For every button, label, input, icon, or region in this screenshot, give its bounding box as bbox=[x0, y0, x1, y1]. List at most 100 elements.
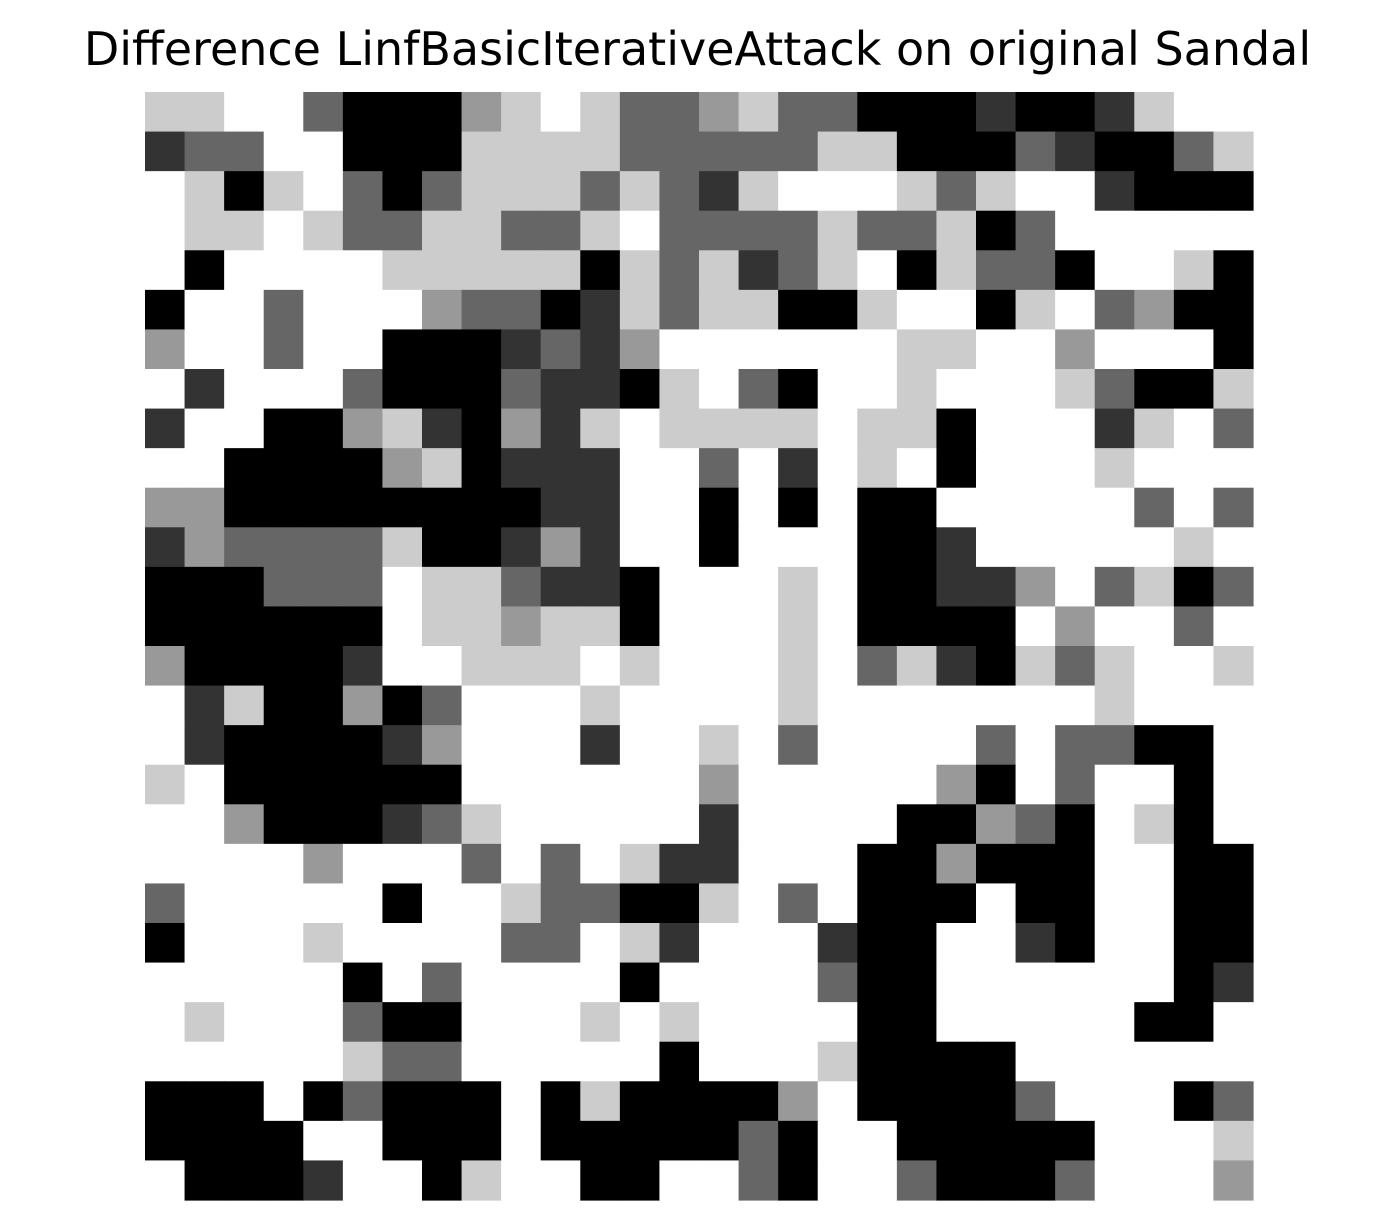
heatmap-cell bbox=[1213, 1081, 1254, 1122]
heatmap-cell bbox=[1055, 527, 1096, 568]
heatmap-cell bbox=[303, 883, 344, 924]
heatmap-cell bbox=[184, 527, 225, 568]
heatmap-cell bbox=[817, 1002, 858, 1043]
heatmap-cell bbox=[382, 883, 423, 924]
heatmap-cell bbox=[501, 843, 542, 885]
heatmap-cell bbox=[303, 843, 344, 885]
heatmap-cell bbox=[1015, 646, 1056, 687]
heatmap-cell bbox=[382, 1120, 423, 1162]
heatmap-cell bbox=[580, 646, 621, 687]
heatmap-cell bbox=[1173, 487, 1215, 528]
heatmap-cell bbox=[184, 685, 225, 726]
heatmap-cell bbox=[1134, 764, 1175, 805]
heatmap-cell bbox=[1015, 369, 1056, 410]
heatmap-cell bbox=[540, 804, 581, 845]
heatmap-cell bbox=[857, 1160, 898, 1201]
heatmap-cell bbox=[461, 606, 502, 647]
heatmap-cell bbox=[184, 646, 225, 687]
heatmap-cell bbox=[659, 527, 700, 568]
heatmap-cell bbox=[501, 685, 542, 726]
heatmap-cell bbox=[540, 527, 581, 568]
heatmap-cell bbox=[145, 250, 186, 291]
heatmap-cell bbox=[342, 210, 384, 251]
heatmap-cell bbox=[540, 171, 581, 212]
heatmap-cell bbox=[1055, 804, 1096, 845]
heatmap-cell bbox=[1213, 962, 1254, 1003]
heatmap-cell bbox=[422, 1081, 463, 1122]
heatmap-cell bbox=[224, 764, 265, 805]
heatmap-cell bbox=[224, 843, 265, 885]
heatmap-cell bbox=[263, 883, 304, 924]
heatmap-cell bbox=[224, 289, 265, 331]
heatmap-cell bbox=[461, 527, 502, 568]
heatmap-cell bbox=[817, 92, 858, 133]
heatmap-cell bbox=[1055, 487, 1096, 528]
heatmap-cell bbox=[540, 685, 581, 726]
heatmap-cell bbox=[659, 764, 700, 805]
heatmap-cell bbox=[382, 646, 423, 687]
heatmap-cell bbox=[1094, 646, 1135, 687]
heatmap-cell bbox=[422, 843, 463, 885]
heatmap-cell bbox=[738, 1041, 779, 1082]
heatmap-cell bbox=[896, 646, 938, 687]
heatmap-cell bbox=[1213, 408, 1254, 449]
heatmap-cell bbox=[1213, 923, 1254, 964]
heatmap-cell bbox=[580, 923, 621, 964]
heatmap-cell bbox=[303, 804, 344, 845]
heatmap-cell bbox=[619, 1081, 661, 1122]
heatmap-cell bbox=[580, 408, 621, 449]
heatmap-cell bbox=[976, 131, 1017, 172]
heatmap-cell bbox=[580, 369, 621, 410]
heatmap-cell bbox=[224, 448, 265, 489]
heatmap-cell bbox=[976, 646, 1017, 687]
heatmap-cell bbox=[1015, 487, 1056, 528]
heatmap-cell bbox=[1055, 408, 1096, 449]
heatmap-cell bbox=[1134, 92, 1175, 133]
heatmap-cell bbox=[263, 1081, 304, 1122]
heatmap-cell bbox=[224, 1120, 265, 1162]
heatmap-cell bbox=[263, 250, 304, 291]
heatmap-cell bbox=[501, 1160, 542, 1201]
heatmap-cell bbox=[461, 646, 502, 687]
heatmap-cell bbox=[422, 1041, 463, 1082]
heatmap-cell bbox=[1055, 1041, 1096, 1082]
heatmap-cell bbox=[738, 962, 779, 1003]
heatmap-cell bbox=[699, 923, 740, 964]
heatmap-cell bbox=[1055, 92, 1096, 133]
heatmap-cell bbox=[1173, 210, 1215, 251]
heatmap-cell bbox=[342, 725, 384, 766]
heatmap-cell bbox=[1213, 171, 1254, 212]
heatmap-cell bbox=[382, 923, 423, 964]
heatmap-cell bbox=[659, 646, 700, 687]
heatmap-cell bbox=[659, 448, 700, 489]
heatmap-cell bbox=[659, 1081, 700, 1122]
heatmap-cell bbox=[382, 1002, 423, 1043]
heatmap-cell bbox=[1015, 1002, 1056, 1043]
heatmap-cell bbox=[303, 606, 344, 647]
heatmap-cell bbox=[1173, 962, 1215, 1003]
heatmap-cell bbox=[699, 369, 740, 410]
heatmap-cell bbox=[145, 804, 186, 845]
heatmap-cell bbox=[1055, 1081, 1096, 1122]
heatmap-cell bbox=[461, 685, 502, 726]
heatmap-cell bbox=[619, 329, 661, 370]
heatmap-cell bbox=[699, 1002, 740, 1043]
heatmap-cell bbox=[936, 843, 977, 885]
heatmap-cell bbox=[263, 566, 304, 608]
heatmap-cell bbox=[382, 843, 423, 885]
heatmap-cell bbox=[976, 1120, 1017, 1162]
heatmap-cell bbox=[896, 487, 938, 528]
heatmap-cell bbox=[817, 250, 858, 291]
heatmap-cell bbox=[778, 448, 819, 489]
heatmap-cell bbox=[184, 1081, 225, 1122]
heatmap-cell bbox=[619, 685, 661, 726]
heatmap-cell bbox=[303, 210, 344, 251]
heatmap-cell bbox=[1134, 883, 1175, 924]
heatmap-cells bbox=[145, 92, 1254, 1201]
heatmap-cell bbox=[145, 1002, 186, 1043]
heatmap-cell bbox=[342, 764, 384, 805]
heatmap-cell bbox=[699, 962, 740, 1003]
heatmap-cell bbox=[145, 1160, 186, 1201]
heatmap-cell bbox=[303, 487, 344, 528]
heatmap-cell bbox=[1134, 1160, 1175, 1201]
